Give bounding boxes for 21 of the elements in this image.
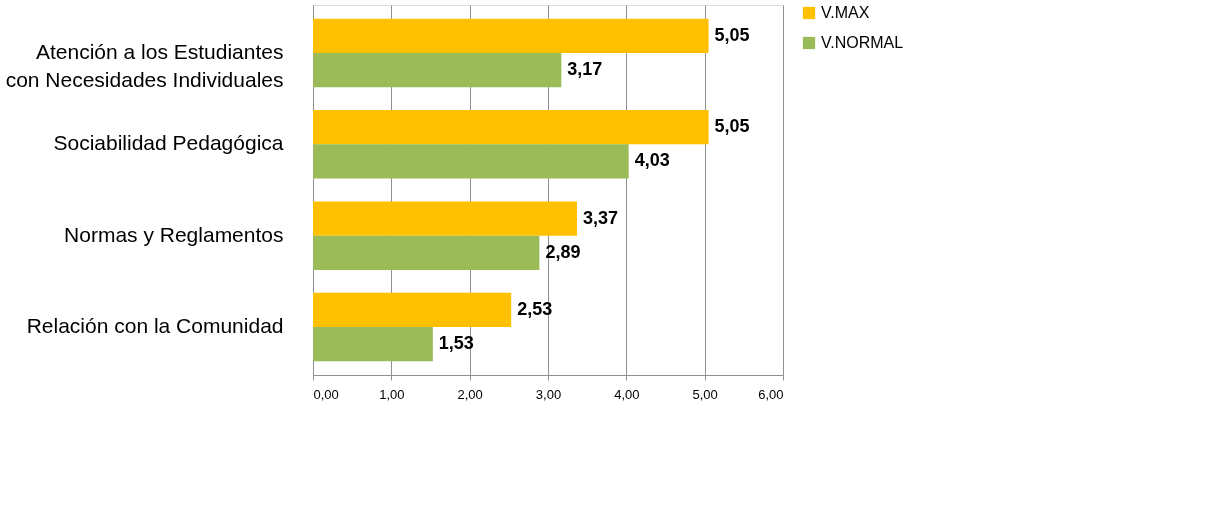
data-label: 2,53	[517, 298, 553, 319]
x-tick-label: 1,00	[379, 386, 405, 402]
x-tick-label: 3,00	[535, 386, 562, 402]
x-tick-label: 2,00	[457, 386, 483, 402]
data-label: 3,37	[582, 207, 619, 228]
x-tick-label: 4,00	[614, 386, 640, 402]
legend-label: V.MAX	[821, 4, 870, 21]
data-label: 3,17	[567, 59, 603, 80]
data-label: 5,05	[714, 116, 750, 137]
x-tick-label: 5,00	[692, 386, 718, 402]
data-label: 4,03	[634, 150, 670, 171]
y-tick-label: Relación con la Comunidad	[26, 314, 284, 338]
data-label: 5,05	[714, 24, 750, 45]
data-label: 1,53	[438, 333, 474, 354]
y-tick-label: Sociabilidad Pedagógica	[53, 131, 284, 155]
data-label: 2,89	[545, 241, 581, 262]
x-tick-label: 0,00	[313, 386, 339, 402]
legend-label: V.NORMAL	[821, 34, 904, 51]
y-tick-label: Normas y Reglamentos	[64, 222, 284, 246]
y-tick-label: Atención a los Estudiantes con Necesidades Individuales	[5, 39, 284, 91]
x-tick-label: 6,00	[758, 386, 784, 402]
